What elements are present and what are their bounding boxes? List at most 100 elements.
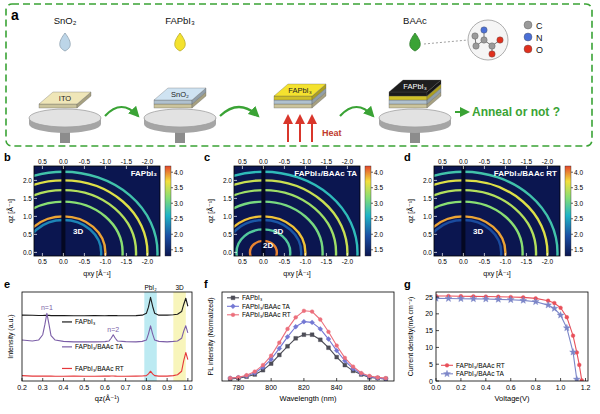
panel-label: g <box>404 278 411 290</box>
x-tick-label-top: 0.5 <box>238 158 247 165</box>
colorbar <box>165 166 171 256</box>
series-line <box>436 298 577 379</box>
x-tick-top <box>84 166 85 169</box>
data-point <box>228 376 232 380</box>
x-tick <box>510 378 511 381</box>
diffraction-ring <box>434 216 505 256</box>
x-tick <box>284 253 285 256</box>
data-point <box>277 353 281 357</box>
x-tick-top <box>442 166 443 169</box>
data-point <box>277 341 281 345</box>
x-tick-label: 0.5 <box>438 258 447 265</box>
diffraction-ring <box>34 202 123 256</box>
colorbar-tick-label: 1.5 <box>374 246 383 253</box>
x-tick <box>535 378 536 381</box>
y-tick-label: 2.0 <box>423 177 432 184</box>
colorbar-tick <box>171 172 173 173</box>
x-tick-label: 780 <box>233 384 245 391</box>
data-point <box>286 344 290 348</box>
x-tick-label: -1.5 <box>521 258 533 265</box>
atom <box>497 37 503 43</box>
y-axis-title: Current density(mA cm⁻²) <box>407 297 415 377</box>
giwaxs-panel: 0.50.50.00.0-0.5-0.5-1.0-1.0-1.5-1.5-2.0… <box>369 151 583 333</box>
x-tick <box>305 253 306 256</box>
giwaxs-panel: 0.50.50.00.0-0.5-0.5-1.0-1.0-1.5-1.5-2.0… <box>169 151 383 333</box>
molecule-bubble <box>468 20 508 60</box>
panel-label: f <box>204 278 208 290</box>
plot-frame <box>222 292 394 381</box>
diffraction-ring <box>234 216 305 256</box>
x-tick-top <box>284 166 285 169</box>
panel-label: b <box>4 151 11 163</box>
x-tick <box>463 253 464 256</box>
peak-label: n=1 <box>41 304 53 311</box>
question: Anneal or not ? <box>472 105 560 119</box>
colorbar <box>565 166 571 256</box>
y-tick <box>436 330 439 331</box>
x-tick-label-top: 0.0 <box>459 158 468 165</box>
colorbar <box>365 166 371 256</box>
x-tick-label-top: -1.0 <box>300 158 312 165</box>
x-tick <box>505 253 506 256</box>
data-point <box>269 354 273 358</box>
plot-frame <box>436 292 588 381</box>
y-tick-label: 0 <box>429 378 433 385</box>
atom <box>472 33 478 39</box>
y-tick-label: 1.0 <box>223 213 232 220</box>
panel-title: FAPbI₃/BAAc TA <box>294 169 357 178</box>
legend-label: FAPbI₃ <box>242 294 263 301</box>
x-tick-label: 0.4 <box>59 384 69 391</box>
x-axis-title: qz(Å⁻¹) <box>95 394 120 403</box>
x-tick-label: 0.0 <box>259 258 268 265</box>
data-point <box>557 312 564 319</box>
heat-label: Heat <box>322 128 342 138</box>
x-tick-label: -1.0 <box>500 258 512 265</box>
colorbar-tick-label: 2.5 <box>574 215 583 222</box>
colorbar-tick-label: 2.5 <box>374 215 383 222</box>
film-layer <box>389 96 427 100</box>
atom-key-ball <box>524 33 532 41</box>
y-tick <box>234 216 237 217</box>
data-point <box>293 324 298 329</box>
data-point <box>565 315 569 319</box>
x-tick-label-top: -1.5 <box>321 158 333 165</box>
film-layer <box>389 100 427 104</box>
colorbar-tick <box>571 172 573 173</box>
x-tick-label: -0.5 <box>279 258 291 265</box>
process-arrow <box>455 111 468 113</box>
x-tick <box>42 253 43 256</box>
x-tick-label: 860 <box>364 384 376 391</box>
x-tick <box>84 378 85 381</box>
solution-label: BAAc <box>403 15 427 26</box>
y-tick <box>434 216 437 217</box>
data-point <box>445 295 452 302</box>
data-point <box>253 370 257 374</box>
phase-label: 3D <box>473 227 483 236</box>
colorbar-tick-label: 3.0 <box>174 200 183 207</box>
panel-title: FAPbI₃/BAAc RT <box>494 169 557 178</box>
data-point <box>351 365 355 369</box>
series-line <box>22 353 188 377</box>
y-tick-label: 25 <box>425 294 433 301</box>
data-point <box>384 377 388 381</box>
heat-arrow <box>287 116 289 142</box>
y-tick-label: 1.0 <box>423 213 432 220</box>
legend-marker <box>231 304 236 309</box>
plot-area <box>434 166 557 256</box>
plot-area <box>22 297 188 376</box>
process-arrow <box>340 107 373 116</box>
x-tick <box>105 253 106 256</box>
series-line <box>230 335 386 379</box>
x-tick <box>585 378 586 381</box>
x-tick-label: 0.5 <box>79 384 89 391</box>
data-point <box>343 356 347 360</box>
x-tick-label-top: 0.5 <box>38 158 47 165</box>
spin-chuck <box>379 109 451 127</box>
y-tick <box>436 313 439 314</box>
connector <box>424 40 468 44</box>
x-tick <box>460 378 461 381</box>
atom-key-label: C <box>536 21 543 31</box>
legend-label: FAPbI₃ <box>75 318 96 325</box>
x-tick-label: -0.5 <box>79 258 91 265</box>
x-tick-label-top: -0.5 <box>279 158 291 165</box>
